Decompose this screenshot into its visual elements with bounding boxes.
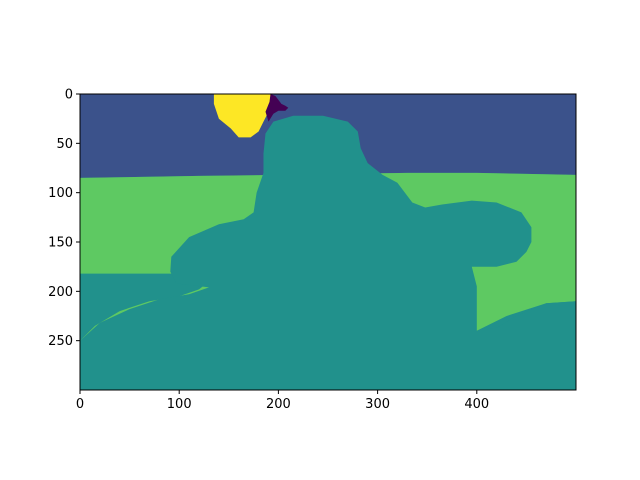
x-tick-label: 200 bbox=[266, 397, 291, 412]
y-tick-label: 100 bbox=[48, 186, 73, 201]
x-tick-label: 400 bbox=[464, 397, 489, 412]
heatmap-region-class-0 bbox=[265, 94, 289, 122]
plot-area bbox=[80, 94, 576, 390]
x-axis: 0 100 200 300 400 bbox=[76, 390, 489, 412]
y-tick-label: 50 bbox=[56, 137, 73, 152]
heatmap-region-class-2 bbox=[80, 115, 576, 390]
y-tick-label: 200 bbox=[48, 285, 73, 300]
x-tick-label: 0 bbox=[76, 397, 84, 412]
y-tick-label: 150 bbox=[48, 236, 73, 251]
y-axis: 0 50 100 150 200 250 bbox=[48, 88, 80, 349]
y-tick-label: 250 bbox=[48, 334, 73, 349]
x-tick-label: 100 bbox=[167, 397, 192, 412]
x-tick-label: 300 bbox=[365, 397, 390, 412]
heatmap-region-class-4 bbox=[213, 94, 274, 138]
y-tick-label: 0 bbox=[65, 88, 73, 103]
